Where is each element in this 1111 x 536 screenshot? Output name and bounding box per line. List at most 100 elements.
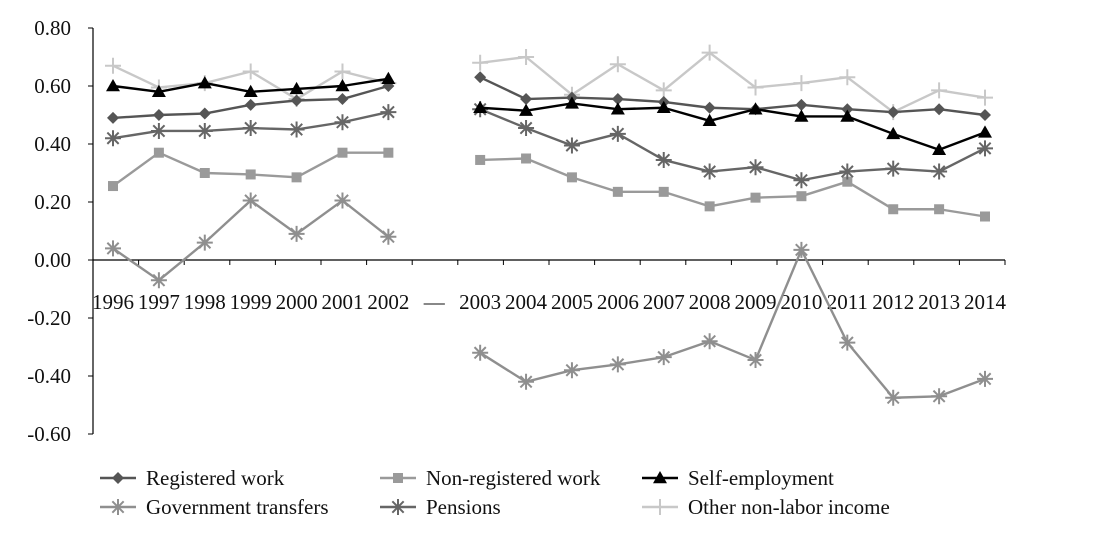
- legend-item: Other non-labor income: [642, 495, 890, 519]
- x-tick-label: 2003: [459, 290, 501, 314]
- data-point: [839, 69, 856, 86]
- data-point: [886, 126, 901, 140]
- data-point: [841, 103, 854, 116]
- x-tick-label: —: [423, 290, 446, 314]
- data-point: [288, 121, 305, 138]
- data-point: [839, 163, 856, 180]
- data-point: [335, 79, 350, 92]
- data-point: [289, 81, 304, 95]
- data-point: [243, 84, 258, 98]
- x-tick-label: 2007: [643, 290, 685, 314]
- series-pensions: [105, 101, 993, 189]
- legend-item: Non-registered work: [380, 466, 601, 490]
- data-point: [701, 333, 718, 350]
- data-point: [242, 120, 259, 137]
- y-tick-label: -0.20: [27, 306, 71, 330]
- legend: Registered work Non-registered work Self-e…: [100, 466, 890, 519]
- data-point: [107, 111, 119, 124]
- data-point: [334, 114, 351, 131]
- data-point: [520, 93, 533, 106]
- legend-item: Registered work: [100, 466, 285, 490]
- data-point: [474, 71, 487, 84]
- data-point: [611, 93, 624, 106]
- series-line: [479, 248, 986, 399]
- data-point: [658, 186, 669, 197]
- x-tick-label: 2001: [321, 290, 363, 314]
- data-point: [702, 113, 717, 127]
- data-point: [747, 352, 764, 369]
- data-point: [150, 122, 167, 139]
- y-tick-label: -0.40: [27, 364, 71, 388]
- legend-label: Government transfers: [146, 495, 329, 519]
- data-point: [566, 172, 577, 183]
- data-point: [334, 63, 351, 80]
- y-tick-label: 0.60: [34, 74, 71, 98]
- data-point: [199, 168, 210, 178]
- legend-swatch-marker: [390, 499, 406, 515]
- data-point: [610, 102, 625, 115]
- data-point: [979, 109, 991, 121]
- data-point: [978, 125, 992, 138]
- data-point: [151, 84, 166, 98]
- data-point: [793, 75, 810, 92]
- data-point: [150, 272, 167, 289]
- x-tick-label: 2012: [872, 290, 914, 314]
- data-point: [196, 234, 213, 251]
- legend-label: Pensions: [426, 495, 501, 519]
- x-tick-label: 1996: [92, 290, 134, 314]
- legend-label: Registered work: [146, 466, 285, 490]
- data-point: [105, 240, 121, 257]
- x-tick-label: 2004: [505, 290, 548, 314]
- data-point: [655, 82, 672, 99]
- data-point: [519, 103, 534, 116]
- data-point: [518, 49, 535, 65]
- data-point: [475, 154, 486, 165]
- data-point: [931, 82, 948, 99]
- legend-label: Self-employment: [688, 466, 834, 490]
- data-point: [153, 147, 164, 158]
- data-point: [931, 388, 948, 405]
- x-tick-label: 2006: [597, 290, 639, 314]
- x-tick-label: 2008: [689, 290, 731, 314]
- data-point: [888, 204, 899, 215]
- data-point: [747, 79, 764, 96]
- legend-swatch-marker: [652, 499, 668, 515]
- data-point: [885, 160, 902, 177]
- legend-item: Self-employment: [642, 466, 834, 490]
- data-point: [933, 103, 946, 116]
- y-tick-label: -0.60: [27, 422, 71, 446]
- x-tick-label: 2011: [827, 290, 868, 314]
- data-point: [521, 153, 532, 164]
- data-point: [563, 137, 580, 154]
- data-point: [980, 211, 990, 222]
- series-government-transfers: [105, 192, 993, 406]
- series-other-non-labor-income: [105, 44, 993, 121]
- series-line: [480, 157, 986, 218]
- data-point: [105, 57, 121, 74]
- data-point: [977, 370, 993, 387]
- data-point: [197, 76, 212, 89]
- legend-swatch-marker: [110, 499, 126, 515]
- data-point: [655, 349, 672, 366]
- data-point: [383, 147, 394, 158]
- data-point: [334, 192, 351, 209]
- x-tick-label: 2010: [780, 290, 822, 314]
- data-point: [564, 96, 579, 109]
- data-point: [291, 172, 302, 183]
- x-tick-label: 2002: [367, 290, 409, 314]
- x-tick-label: 1999: [230, 290, 272, 314]
- data-point: [245, 169, 256, 180]
- data-point: [380, 104, 397, 121]
- data-point: [152, 109, 165, 121]
- data-point: [242, 63, 259, 80]
- data-point: [106, 79, 120, 92]
- legend-label: Other non-labor income: [688, 495, 890, 519]
- data-point: [748, 102, 763, 115]
- data-point: [242, 192, 259, 209]
- data-point: [108, 181, 118, 192]
- legend-label: Non-registered work: [426, 466, 601, 490]
- x-tick-label: 2014: [964, 290, 1007, 314]
- x-tick-label: 2005: [551, 290, 593, 314]
- y-axis-ticks: 0.80 0.60 0.40 0.20 0.00 -0.20 -0.40 -0.60: [27, 16, 93, 446]
